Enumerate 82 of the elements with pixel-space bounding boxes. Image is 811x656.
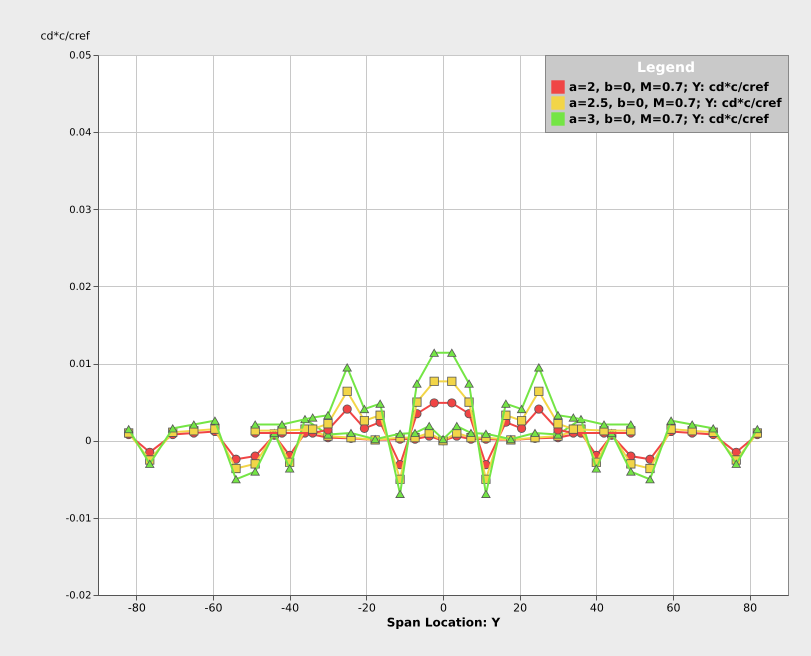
point (481, 490, 491, 498)
point (599, 420, 609, 429)
point (323, 419, 333, 428)
point (430, 348, 439, 357)
point (250, 420, 260, 429)
legend-label: a=2.5, b=0, M=0.7; Y: cd*c/cref (569, 96, 782, 110)
y-tick-label: 0 (85, 436, 92, 448)
point (447, 348, 456, 357)
y-tick-label: 0.01 (69, 359, 92, 370)
point (568, 414, 578, 422)
x-tick-label: -20 (358, 602, 376, 614)
y-tick-label: 0.05 (69, 50, 92, 62)
point (626, 468, 636, 476)
y-tick-label: 0.03 (69, 204, 92, 216)
point (360, 416, 369, 426)
point (124, 425, 134, 434)
point (645, 475, 655, 484)
point (430, 376, 439, 386)
point (534, 363, 544, 372)
x-tick-label: -40 (281, 602, 300, 614)
x-tick-label: 60 (666, 602, 680, 614)
point (308, 414, 318, 422)
point (231, 454, 241, 464)
point (553, 411, 563, 420)
point (688, 420, 697, 429)
point (568, 424, 578, 434)
point (412, 380, 422, 388)
y-axis-title: cd*c/cref (40, 30, 91, 42)
point (231, 475, 241, 484)
point (395, 430, 405, 438)
point (277, 420, 287, 429)
point (145, 460, 154, 468)
point (323, 411, 333, 420)
point (452, 422, 462, 430)
point (501, 400, 510, 408)
x-tick-label: -60 (204, 602, 222, 614)
y-tick-label: -0.02 (66, 590, 92, 602)
point (666, 416, 676, 425)
point (410, 428, 420, 438)
point (592, 464, 601, 473)
point (250, 468, 260, 476)
point (534, 386, 544, 396)
point (346, 428, 356, 438)
point (447, 376, 456, 386)
point (466, 428, 476, 438)
point (342, 363, 352, 372)
point (424, 422, 434, 430)
point (732, 460, 741, 468)
point (645, 454, 655, 464)
legend-label: a=3, b=0, M=0.7; Y: cd*c/cref (569, 112, 770, 126)
x-tick-label: -80 (128, 602, 146, 614)
point (481, 430, 491, 438)
point (752, 425, 762, 434)
point (308, 424, 318, 434)
point (517, 405, 526, 414)
x-tick-label: 40 (590, 602, 604, 614)
point (342, 404, 352, 414)
point (464, 380, 474, 388)
point (530, 428, 540, 438)
point (430, 398, 439, 408)
point (189, 420, 198, 429)
point (708, 424, 718, 432)
y-tick-label: -0.01 (66, 513, 92, 524)
point (376, 400, 385, 408)
point (534, 404, 544, 414)
y-tick-label: 0.02 (69, 282, 92, 293)
point (517, 416, 526, 426)
x-tick-label: 0 (440, 602, 447, 614)
point (342, 386, 352, 396)
x-tick-label: 80 (743, 602, 758, 614)
point (553, 419, 563, 428)
point (626, 420, 636, 429)
y-tick-label: 0.04 (69, 128, 92, 139)
point (210, 416, 220, 425)
x-tick-label: 20 (513, 602, 528, 614)
point (360, 405, 369, 414)
legend-label: a=2, b=0, M=0.7; Y: cd*c/cref (569, 80, 770, 94)
point (168, 424, 178, 432)
point (395, 490, 405, 498)
x-axis-title: Span Location: Y (386, 616, 501, 630)
point (285, 464, 294, 473)
point (447, 398, 456, 408)
